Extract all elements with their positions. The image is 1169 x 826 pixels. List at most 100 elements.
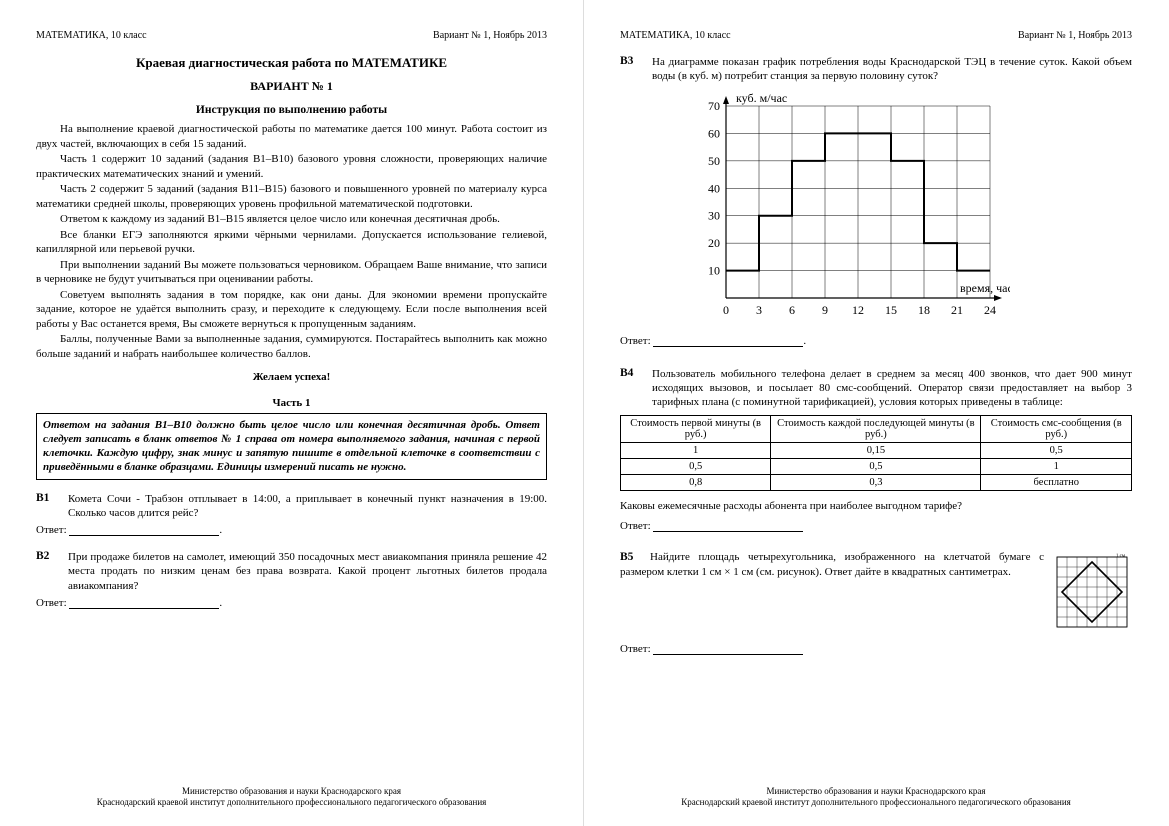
page-footer: Министерство образования и науки Краснод… bbox=[620, 786, 1132, 809]
task-label: В1 bbox=[36, 492, 58, 504]
period: . bbox=[219, 597, 222, 609]
grid-figure: 1 см bbox=[1052, 552, 1132, 635]
footer-line: Краснодарский краевой институт дополните… bbox=[36, 797, 547, 808]
intro-para: Часть 2 содержит 5 заданий (задания В11–… bbox=[36, 182, 547, 211]
period: . bbox=[219, 524, 222, 536]
table-row: 0,80,3бесплатно bbox=[621, 475, 1132, 491]
task-label: В5 bbox=[620, 550, 642, 565]
answer-label: Ответ: bbox=[620, 643, 651, 655]
table-header: Стоимость первой минуты (в руб.) bbox=[621, 416, 771, 443]
page-header: МАТЕМАТИКА, 10 класс Вариант № 1, Ноябрь… bbox=[620, 30, 1132, 41]
table-row: 0,50,51 bbox=[621, 459, 1132, 475]
answer-label: Ответ: bbox=[620, 335, 651, 347]
page-left: МАТЕМАТИКА, 10 класс Вариант № 1, Ноябрь… bbox=[0, 0, 584, 826]
answer-line: Ответ: . bbox=[36, 597, 547, 609]
svg-text:30: 30 bbox=[708, 208, 720, 222]
task-b4: В4 Пользователь мобильного телефона дела… bbox=[620, 367, 1132, 410]
intro-para: Баллы, полученные Вами за выполненные за… bbox=[36, 332, 547, 361]
part1-instructions-box: Ответом на задания В1–В10 должно быть це… bbox=[36, 413, 547, 479]
table-cell: 0,8 bbox=[621, 475, 771, 491]
task-b3: В3 На диаграмме показан график потреблен… bbox=[620, 55, 1132, 84]
intro-para: Советуем выполнять задания в том порядке… bbox=[36, 288, 547, 332]
table-cell: 0,5 bbox=[621, 459, 771, 475]
table-cell: 0,15 bbox=[771, 443, 981, 459]
svg-text:21: 21 bbox=[951, 303, 963, 317]
answer-blank[interactable] bbox=[653, 644, 803, 655]
svg-text:15: 15 bbox=[885, 303, 897, 317]
intro-para: При выполнении заданий Вы можете пользов… bbox=[36, 258, 547, 287]
task-b1: В1 Комета Сочи - Трабзон отплывает в 14:… bbox=[36, 492, 547, 521]
header-subject: МАТЕМАТИКА, 10 класс bbox=[36, 30, 147, 41]
table-cell: 0,5 bbox=[771, 459, 981, 475]
table-header: Стоимость каждой последующей минуты (в р… bbox=[771, 416, 981, 443]
svg-text:9: 9 bbox=[822, 303, 828, 317]
svg-text:60: 60 bbox=[708, 126, 720, 140]
svg-text:24: 24 bbox=[984, 303, 996, 317]
task-b5: 1 см В5Найдите площадь четырехугольника,… bbox=[620, 550, 1132, 639]
svg-text:70: 70 bbox=[708, 99, 720, 113]
answer-blank[interactable] bbox=[69, 598, 219, 609]
answer-blank[interactable] bbox=[653, 336, 803, 347]
step-chart-svg: куб. м/час 10 20 30 40 50 60 70 0 3 6 9 12 15 18 21 24 вр… bbox=[680, 88, 1010, 328]
period: . bbox=[803, 335, 806, 347]
task-text: Комета Сочи - Трабзон отплывает в 14:00,… bbox=[68, 492, 547, 521]
task-text: При продаже билетов на самолет, имеющий … bbox=[68, 550, 547, 593]
answer-blank[interactable] bbox=[69, 525, 219, 536]
table-cell: 1 bbox=[621, 443, 771, 459]
svg-text:3: 3 bbox=[756, 303, 762, 317]
title-main: Краевая диагностическая работа по МАТЕМА… bbox=[36, 55, 547, 71]
tariff-table: Стоимость первой минуты (в руб.)Стоимост… bbox=[620, 415, 1132, 491]
svg-text:50: 50 bbox=[708, 153, 720, 167]
intro-para: Часть 1 содержит 10 заданий (задания В1–… bbox=[36, 152, 547, 181]
task-b2: В2 При продаже билетов на самолет, имеющ… bbox=[36, 550, 547, 593]
footer-line: Министерство образования и науки Краснод… bbox=[620, 786, 1132, 797]
footer-line: Министерство образования и науки Краснод… bbox=[36, 786, 547, 797]
svg-text:40: 40 bbox=[708, 181, 720, 195]
table-cell: 0,5 bbox=[981, 443, 1132, 459]
answer-label: Ответ: bbox=[36, 597, 67, 609]
title-variant: ВАРИАНТ № 1 bbox=[36, 79, 547, 94]
task-label: В4 bbox=[620, 367, 642, 379]
page-footer: Министерство образования и науки Краснод… bbox=[36, 786, 547, 809]
svg-text:время, час: время, час bbox=[960, 281, 1010, 295]
answer-blank[interactable] bbox=[653, 521, 803, 532]
svg-text:0: 0 bbox=[723, 303, 729, 317]
task-text: На диаграмме показан график потребления … bbox=[652, 55, 1132, 84]
header-variant: Вариант № 1, Ноябрь 2013 bbox=[1018, 30, 1132, 41]
answer-line: Ответ: bbox=[620, 520, 1132, 532]
task-label: В2 bbox=[36, 550, 58, 562]
table-header: Стоимость смс-сообщения (в руб.) bbox=[981, 416, 1132, 443]
title-instructions: Инструкция по выполнению работы bbox=[36, 104, 547, 116]
svg-text:18: 18 bbox=[918, 303, 930, 317]
table-cell: 0,3 bbox=[771, 475, 981, 491]
svg-text:12: 12 bbox=[852, 303, 864, 317]
part1-title: Часть 1 bbox=[36, 397, 547, 409]
header-subject: МАТЕМАТИКА, 10 класс bbox=[620, 30, 731, 41]
consumption-chart: куб. м/час 10 20 30 40 50 60 70 0 3 6 9 12 15 18 21 24 вр… bbox=[680, 88, 1132, 331]
footer-line: Краснодарский краевой институт дополните… bbox=[620, 797, 1132, 808]
page-spread: МАТЕМАТИКА, 10 класс Вариант № 1, Ноябрь… bbox=[0, 0, 1169, 826]
answer-line: Ответ: bbox=[620, 643, 1132, 655]
svg-text:1 см: 1 см bbox=[1116, 554, 1126, 559]
page-header: МАТЕМАТИКА, 10 класс Вариант № 1, Ноябрь… bbox=[36, 30, 547, 41]
task-label: В3 bbox=[620, 55, 642, 67]
answer-line: Ответ: . bbox=[620, 335, 1132, 347]
svg-text:куб. м/час: куб. м/час bbox=[736, 91, 787, 105]
intro-para: Ответом к каждому из заданий В1–В15 явля… bbox=[36, 212, 547, 227]
answer-label: Ответ: bbox=[620, 520, 651, 532]
task-b4-question: Каковы ежемесячные расходы абонента при … bbox=[620, 499, 1132, 513]
grid-figure-svg: 1 см bbox=[1052, 552, 1132, 632]
header-variant: Вариант № 1, Ноябрь 2013 bbox=[433, 30, 547, 41]
table-cell: бесплатно bbox=[981, 475, 1132, 491]
svg-text:20: 20 bbox=[708, 236, 720, 250]
answer-line: Ответ: . bbox=[36, 524, 547, 536]
table-row: 10,150,5 bbox=[621, 443, 1132, 459]
task-text: Найдите площадь четырехугольника, изобра… bbox=[620, 551, 1044, 578]
svg-text:10: 10 bbox=[708, 263, 720, 277]
intro-para: На выполнение краевой диагностической ра… bbox=[36, 122, 547, 151]
answer-label: Ответ: bbox=[36, 524, 67, 536]
table-cell: 1 bbox=[981, 459, 1132, 475]
svg-text:6: 6 bbox=[789, 303, 795, 317]
page-right: МАТЕМАТИКА, 10 класс Вариант № 1, Ноябрь… bbox=[584, 0, 1168, 826]
task-text: Пользователь мобильного телефона делает … bbox=[652, 367, 1132, 410]
